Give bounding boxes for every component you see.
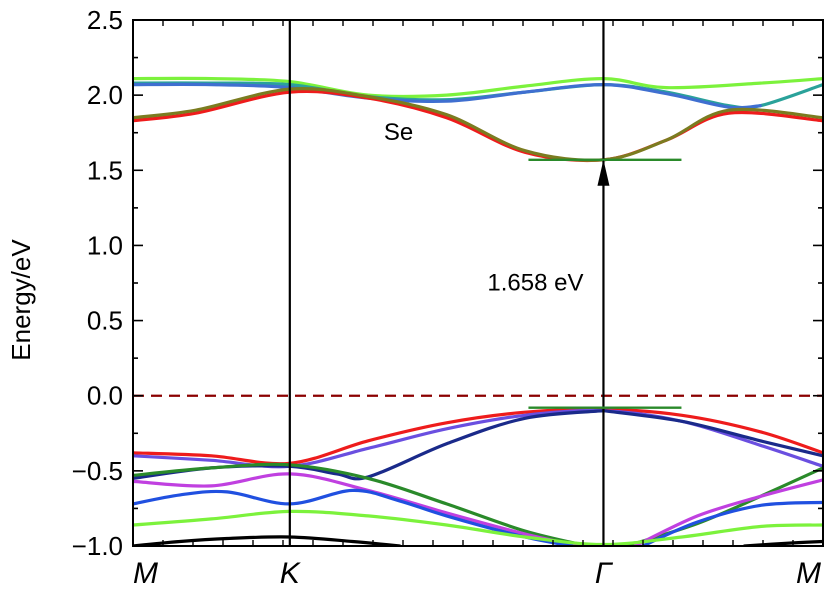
series-cb-blue [133, 82, 762, 110]
series-cb-olive [133, 87, 823, 162]
text-layer: Energy/eV −1.0 −0.5 0.0 0.5 1.0 1.5 2.0 2.5 M K Γ M… [6, 5, 821, 590]
series-vb-lightgreen [133, 509, 823, 546]
y-tick-label: 2.5 [87, 5, 123, 35]
y-tick-label: −1.0 [72, 531, 123, 561]
y-tick-label: 1.5 [87, 155, 123, 185]
kpoint-label: M [796, 557, 821, 590]
series-vb-blue-right [641, 500, 823, 546]
y-axis-label: Energy/eV [6, 239, 36, 361]
overlay-layer [133, 20, 823, 546]
annotation-1: 1.658 eV [487, 270, 583, 297]
axis-layer [133, 19, 823, 547]
kpoint-label: K [280, 557, 302, 590]
y-tick-label: 2.0 [87, 80, 123, 110]
kpoint-label: Γ [595, 557, 614, 590]
series-vb-navy-right [601, 409, 823, 458]
gap-arrow-head [597, 159, 610, 186]
y-tick-label: −0.5 [72, 456, 123, 486]
series-vb-green [133, 462, 590, 546]
series-vb-magenta-right [633, 478, 823, 546]
series-cb-lightgreen [133, 76, 823, 99]
series-vb-blue [133, 488, 574, 546]
series-vb-green-right [625, 466, 823, 546]
y-tick-label: 1.0 [87, 230, 123, 260]
y-tick-label: 0.5 [87, 306, 123, 336]
band-lines [133, 76, 823, 546]
kpoint-label: M [133, 557, 158, 590]
y-tick-label: 0.0 [87, 381, 123, 411]
series-vb-red [133, 407, 823, 466]
annotation-0: Se [384, 119, 413, 146]
series-vb-black [133, 535, 402, 546]
